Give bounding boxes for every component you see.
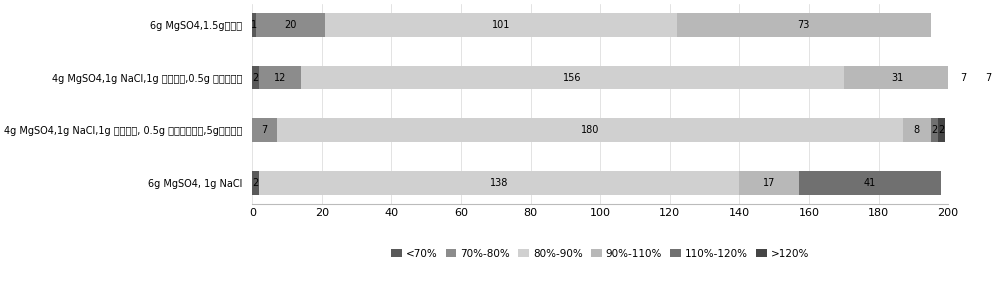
Text: 12: 12 (274, 73, 286, 83)
Bar (938, 118, 945, 142)
Text: 2: 2 (253, 178, 259, 188)
Bar (256, 13, 325, 37)
Bar (844, 66, 952, 89)
Text: 73: 73 (798, 20, 810, 30)
Bar (952, 66, 976, 89)
Bar (252, 171, 259, 194)
Text: 138: 138 (490, 178, 508, 188)
Text: 7: 7 (261, 125, 268, 135)
Text: 7: 7 (961, 73, 967, 83)
Bar (903, 118, 931, 142)
Bar (325, 13, 677, 37)
Bar (277, 118, 903, 142)
Bar (799, 171, 941, 194)
Bar (739, 171, 799, 194)
Text: 180: 180 (581, 125, 599, 135)
Text: 2: 2 (938, 125, 944, 135)
Bar (252, 13, 256, 37)
Text: 101: 101 (492, 20, 510, 30)
Bar (677, 13, 931, 37)
Text: 156: 156 (563, 73, 582, 83)
Bar (259, 66, 301, 89)
Text: 2: 2 (931, 125, 937, 135)
Legend: <70%, 70%-80%, 80%-90%, 90%-110%, 110%-120%, >120%: <70%, 70%-80%, 80%-90%, 90%-110%, 110%-1… (387, 245, 813, 263)
Bar (252, 66, 259, 89)
Text: 41: 41 (864, 178, 876, 188)
Text: 7: 7 (985, 73, 991, 83)
Bar (301, 66, 844, 89)
Text: 17: 17 (763, 178, 775, 188)
Text: 20: 20 (284, 20, 297, 30)
Text: 31: 31 (892, 73, 904, 83)
Text: 1: 1 (251, 20, 257, 30)
Text: 2: 2 (253, 73, 259, 83)
Bar (252, 118, 277, 142)
Text: 8: 8 (914, 125, 920, 135)
Bar (259, 171, 739, 194)
Bar (931, 118, 938, 142)
Bar (976, 66, 1000, 89)
